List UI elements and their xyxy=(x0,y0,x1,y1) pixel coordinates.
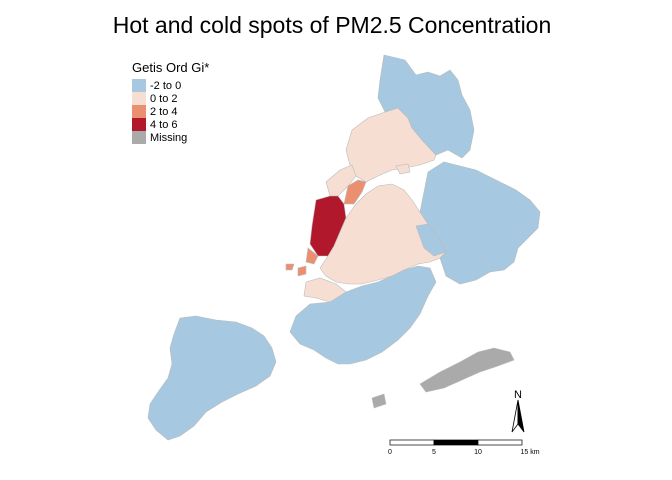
legend-swatch xyxy=(132,92,146,105)
region-governors-island xyxy=(285,263,295,271)
map-regions xyxy=(147,54,541,441)
region-lower-manhattan xyxy=(305,247,319,265)
legend-swatch xyxy=(132,105,146,118)
map-legend: Getis Ord Gi* -2 to 0 0 to 2 2 to 4 4 to… xyxy=(132,60,209,144)
region-queens-northeast xyxy=(415,223,447,257)
legend-swatch xyxy=(132,131,146,144)
legend-item: Missing xyxy=(132,131,209,144)
region-downtown xyxy=(297,265,307,277)
region-staten-island xyxy=(147,315,277,441)
legend-label: Missing xyxy=(150,131,188,144)
legend-item: 2 to 4 xyxy=(132,105,209,118)
legend-item: 4 to 6 xyxy=(132,118,209,131)
region-rikers-island xyxy=(395,163,411,175)
legend-title: Getis Ord Gi* xyxy=(132,60,210,75)
legend-swatch xyxy=(132,79,146,92)
legend-label: 4 to 6 xyxy=(150,118,178,131)
legend-item: -2 to 0 xyxy=(132,79,209,92)
region-breezy-point xyxy=(371,393,387,409)
map-title: Hot and cold spots of PM2.5 Concentratio… xyxy=(112,12,552,38)
region-queens-east xyxy=(419,161,541,285)
region-bronx-north xyxy=(377,54,475,159)
legend-label: -2 to 0 xyxy=(150,79,182,92)
region-brooklyn-south xyxy=(289,265,437,365)
legend-swatch xyxy=(132,118,146,131)
legend-item: 0 to 2 xyxy=(132,92,209,105)
region-queens-west xyxy=(319,183,447,285)
region-rockaway xyxy=(419,347,515,393)
legend-label: 2 to 4 xyxy=(150,105,178,118)
legend-label: 0 to 2 xyxy=(150,92,178,105)
